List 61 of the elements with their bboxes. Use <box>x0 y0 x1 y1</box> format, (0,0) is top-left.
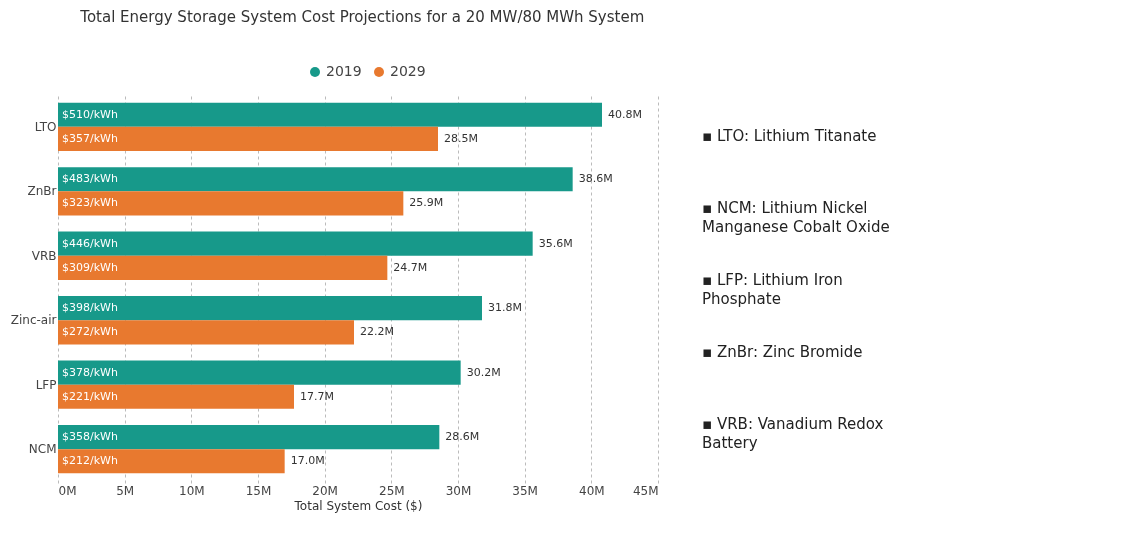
text: ▪ NCM: Lithium Nickel Manganese Cobalt Oxide <box>702 199 890 236</box>
data-label: 24.7M <box>393 260 428 274</box>
annotation: $357/kWh <box>62 131 118 145</box>
bar <box>58 102 602 127</box>
bar <box>58 126 438 152</box>
data-label: 25.9M <box>409 196 444 210</box>
data-label: 38.6M <box>578 172 613 186</box>
x-tick-label: 25M <box>379 483 405 498</box>
text: ▪ ZnBr: Zinc Bromide <box>702 343 863 361</box>
x-tick-label: 45M <box>632 483 659 498</box>
x-tick-label: 10M <box>179 483 205 498</box>
legend-label: 2029 <box>390 63 426 79</box>
bar <box>58 231 533 256</box>
bar <box>58 167 573 192</box>
data-label: 28.5M <box>444 131 478 145</box>
bar <box>58 424 440 450</box>
x-tick-label: 35M <box>512 483 538 498</box>
x-tick-label: 5M <box>116 483 135 498</box>
x-tick-label: 20M <box>312 483 338 498</box>
annotation: $323/kWh <box>62 196 118 210</box>
bar <box>58 255 388 280</box>
bar <box>58 191 404 216</box>
x-tick-label: 40M <box>579 483 605 498</box>
data-label: 17.7M <box>300 389 334 403</box>
bar <box>58 320 354 345</box>
data-label: 22.2M <box>360 325 394 339</box>
annotation: $398/kWh <box>62 301 118 315</box>
data-label: 28.6M <box>445 430 480 444</box>
data-label: 17.0M <box>290 454 325 468</box>
bar <box>58 449 285 474</box>
bar <box>58 360 461 385</box>
legend-label: 2019 <box>326 63 362 79</box>
data-label: 35.6M <box>538 236 573 250</box>
text: ▪ LTO: Lithium Titanate <box>702 127 877 145</box>
chart-title: Total Energy Storage System Cost Projections for a 20 MW/80 MWh System <box>79 8 645 26</box>
annotation: $309/kWh <box>62 260 118 274</box>
data-label: 30.2M <box>466 365 501 379</box>
annotation: $212/kWh <box>62 454 118 468</box>
annotation: $446/kWh <box>62 236 118 250</box>
y-tick-label: VRB <box>31 248 57 263</box>
annotation: $221/kWh <box>62 389 118 403</box>
x-tick-label: 15M <box>245 483 272 498</box>
x-tick-label: 30M <box>445 483 472 498</box>
data-label: 40.8M <box>608 107 642 121</box>
y-tick-label: LFP <box>35 377 57 392</box>
bar <box>58 384 294 409</box>
y-tick-label: Zinc-air <box>10 313 57 328</box>
data-label: 31.8M <box>488 301 522 315</box>
y-tick-label: LTO <box>34 119 57 134</box>
y-tick-label: ZnBr <box>27 184 57 199</box>
bar <box>58 296 482 321</box>
annotation: $272/kWh <box>62 325 118 339</box>
x-axis-title: Total System Cost ($) <box>293 498 423 513</box>
annotation: $510/kWh <box>62 107 118 121</box>
annotation: $483/kWh <box>62 172 118 186</box>
text: ▪ VRB: Vanadium Redox Battery <box>702 415 884 452</box>
annotation: $358/kWh <box>62 430 118 444</box>
x-tick-label: 0M <box>58 483 77 498</box>
y-tick-label: NCM <box>28 442 57 457</box>
text: ▪ LFP: Lithium Iron Phosphate <box>702 271 843 308</box>
annotation: $378/kWh <box>62 365 118 379</box>
